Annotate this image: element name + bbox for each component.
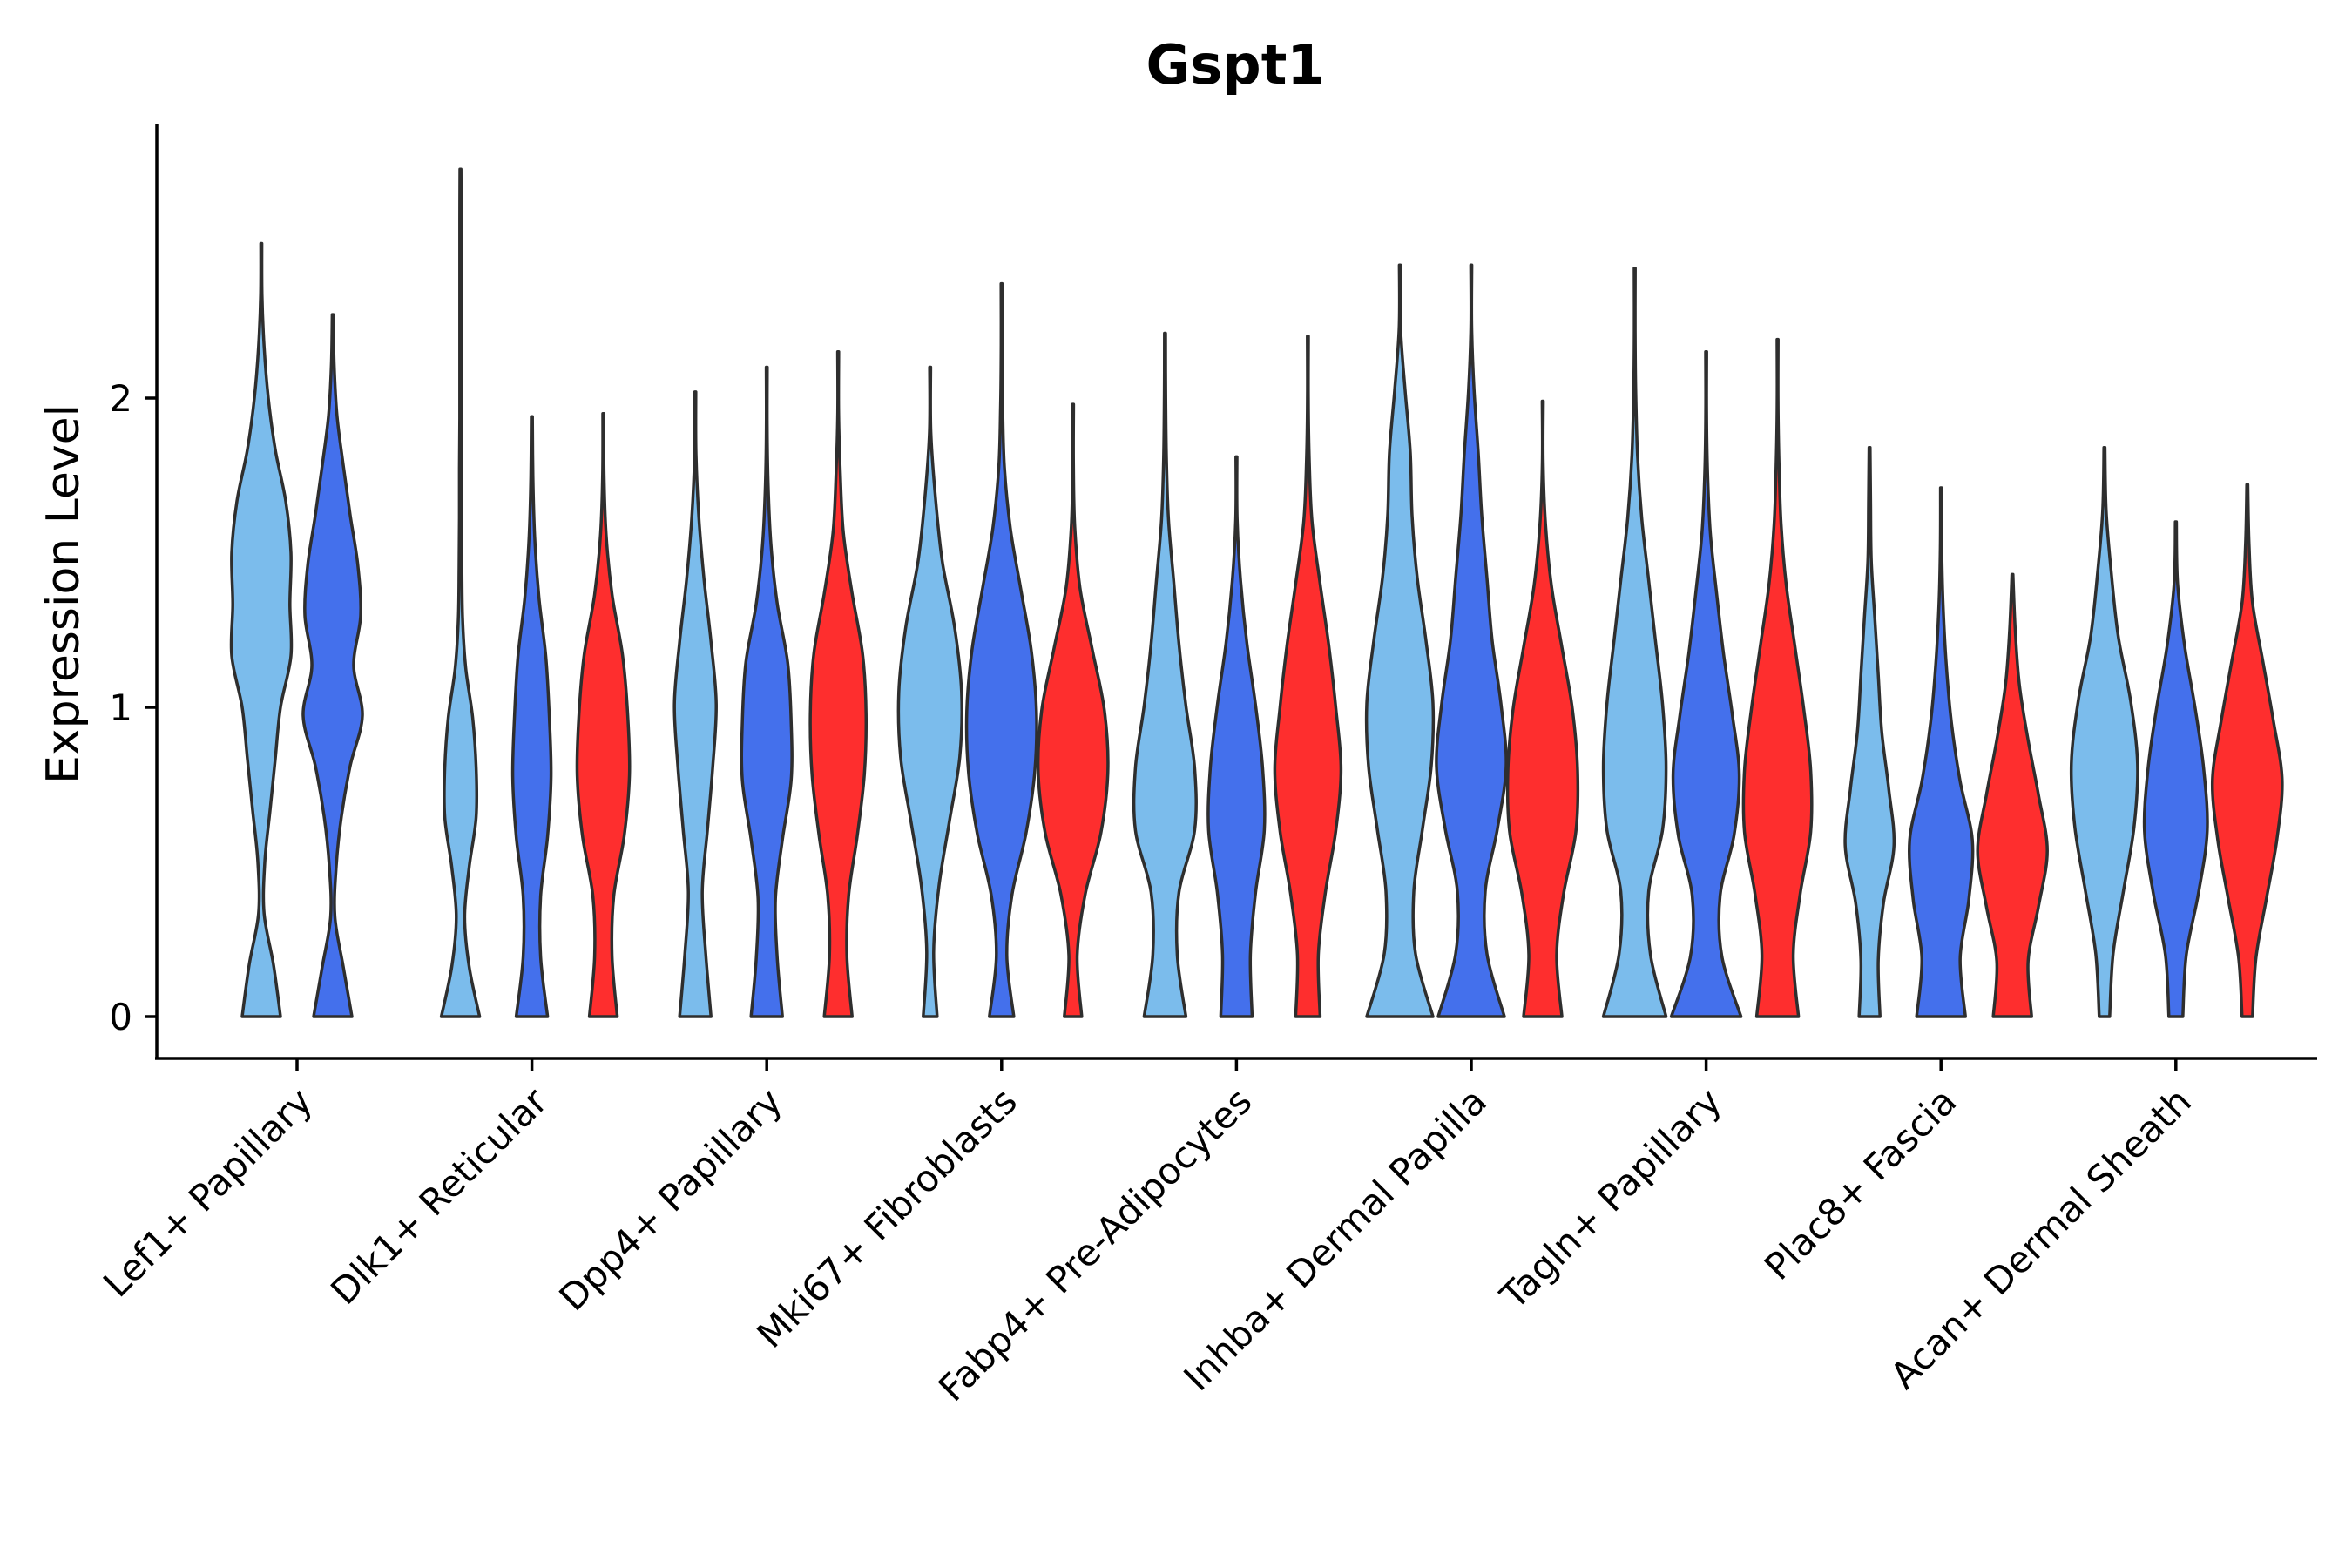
violin-tagln-papillary-3 — [1741, 337, 1814, 1018]
violin-dlk1-reticular-1 — [439, 167, 482, 1018]
violin-lef1-papillary-1 — [229, 241, 294, 1018]
y-axis-label: Expression Level — [37, 404, 90, 784]
y-tick-label: 2 — [109, 377, 132, 420]
violin-tagln-papillary-1 — [1601, 267, 1668, 1018]
x-tick-label-lef1-papillary: Lef1+ Papillary — [95, 1079, 321, 1305]
violin-fabp4-pre-adipocytes-2 — [1206, 455, 1267, 1018]
violin-dpp4-papillary-2 — [740, 365, 794, 1018]
violin-inhba-dermal-papilla-1 — [1364, 263, 1436, 1018]
violin-inhba-dermal-papilla-2 — [1435, 263, 1508, 1018]
violin-mki67-fibroblasts-2 — [964, 281, 1038, 1018]
violin-plac8-fascia-3 — [1976, 572, 2049, 1018]
violin-fabp4-pre-adipocytes-3 — [1273, 335, 1343, 1018]
violin-acan-dermal-sheath-3 — [2210, 483, 2284, 1018]
x-tick-label-dpp4-papillary: Dpp4+ Papillary — [551, 1079, 790, 1319]
y-ticks: 0 1 2 — [109, 377, 157, 1038]
chart-title: Gspt1 — [1146, 33, 1325, 97]
y-tick-label: 0 — [109, 996, 132, 1038]
violins-layer — [229, 167, 2284, 1018]
violin-dpp4-papillary-3 — [808, 350, 868, 1018]
y-tick-label: 1 — [109, 686, 132, 729]
violin-dlk1-reticular-2 — [510, 415, 553, 1018]
x-tick-label-mki67-fibroblasts: Mki67+ Fibroblasts — [748, 1079, 1024, 1355]
violin-dpp4-papillary-1 — [672, 390, 718, 1018]
violin-fabp4-pre-adipocytes-1 — [1132, 331, 1198, 1018]
violin-tagln-papillary-2 — [1669, 350, 1743, 1018]
x-tick-label-plac8-fascia: Plac8+ Fascia — [1756, 1079, 1964, 1288]
violin-plac8-fascia-2 — [1908, 486, 1975, 1018]
x-tick-label-dlk1-reticular: Dlk1+ Reticular — [322, 1079, 556, 1313]
x-tick-label-tagln-papillary: Tagln+ Papillary — [1491, 1079, 1729, 1317]
violin-dlk1-reticular-3 — [575, 412, 632, 1018]
violin-acan-dermal-sheath-2 — [2142, 520, 2209, 1018]
violin-plac8-fascia-1 — [1843, 446, 1896, 1018]
violin-mki67-fibroblasts-3 — [1036, 402, 1110, 1018]
violin-acan-dermal-sheath-1 — [2069, 446, 2139, 1018]
violin-lef1-papillary-2 — [301, 313, 364, 1018]
violin-mki67-fibroblasts-1 — [896, 365, 963, 1018]
violin-inhba-dermal-papilla-3 — [1505, 399, 1580, 1018]
